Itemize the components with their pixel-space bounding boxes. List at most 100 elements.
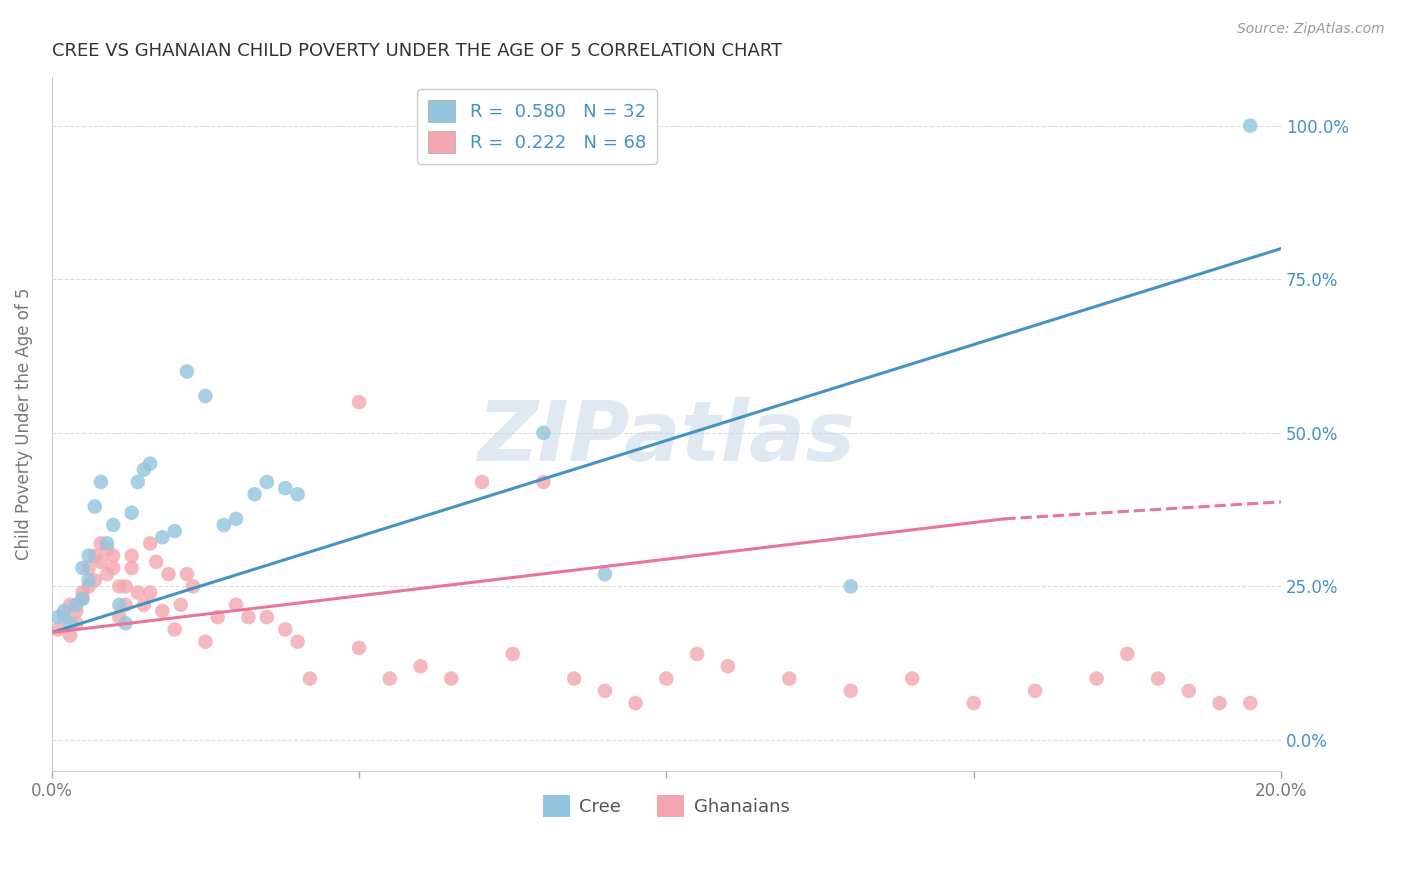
Point <box>1177 683 1199 698</box>
Point <box>59 616 82 631</box>
Point <box>238 610 260 624</box>
Point <box>502 647 524 661</box>
Point <box>347 640 370 655</box>
Point <box>170 598 193 612</box>
Point <box>256 610 278 624</box>
Point <box>686 647 709 661</box>
Point <box>378 672 401 686</box>
Point <box>139 457 162 471</box>
Point <box>77 561 100 575</box>
Text: CREE VS GHANAIAN CHILD POVERTY UNDER THE AGE OF 5 CORRELATION CHART: CREE VS GHANAIAN CHILD POVERTY UNDER THE… <box>52 42 782 60</box>
Point <box>287 487 309 501</box>
Point <box>163 524 186 538</box>
Point <box>114 579 136 593</box>
Point <box>212 518 235 533</box>
Point <box>108 579 131 593</box>
Point <box>139 585 162 599</box>
Point <box>593 683 616 698</box>
Point <box>108 610 131 624</box>
Point <box>347 395 370 409</box>
Point <box>139 536 162 550</box>
Point <box>96 567 118 582</box>
Point <box>65 604 87 618</box>
Text: ZIPatlas: ZIPatlas <box>478 397 855 478</box>
Point <box>96 536 118 550</box>
Point <box>176 364 198 378</box>
Point <box>150 530 173 544</box>
Point <box>83 549 105 563</box>
Point <box>65 616 87 631</box>
Point <box>274 481 297 495</box>
Point <box>1085 672 1108 686</box>
Point <box>194 389 217 403</box>
Point <box>839 579 862 593</box>
Point <box>59 629 82 643</box>
Point <box>83 500 105 514</box>
Point <box>1208 696 1230 710</box>
Point <box>1024 683 1046 698</box>
Point <box>409 659 432 673</box>
Point <box>176 567 198 582</box>
Point <box>103 549 125 563</box>
Point <box>1239 119 1261 133</box>
Point <box>46 610 69 624</box>
Point <box>163 623 186 637</box>
Point <box>562 672 585 686</box>
Point <box>114 616 136 631</box>
Point <box>72 561 94 575</box>
Point <box>77 574 100 588</box>
Point <box>243 487 266 501</box>
Text: Source: ZipAtlas.com: Source: ZipAtlas.com <box>1237 22 1385 37</box>
Point <box>157 567 180 582</box>
Point <box>533 475 555 489</box>
Point <box>83 574 105 588</box>
Point <box>65 598 87 612</box>
Point <box>72 591 94 606</box>
Point <box>1239 696 1261 710</box>
Point <box>132 463 155 477</box>
Point <box>207 610 229 624</box>
Point <box>1147 672 1170 686</box>
Point <box>127 585 149 599</box>
Point <box>225 512 247 526</box>
Point <box>901 672 924 686</box>
Point <box>225 598 247 612</box>
Point <box>72 585 94 599</box>
Point <box>72 591 94 606</box>
Point <box>121 561 143 575</box>
Point <box>127 475 149 489</box>
Point <box>839 683 862 698</box>
Point <box>53 604 76 618</box>
Point <box>59 598 82 612</box>
Point <box>132 598 155 612</box>
Point <box>274 623 297 637</box>
Point <box>624 696 647 710</box>
Point <box>121 506 143 520</box>
Point <box>778 672 800 686</box>
Point <box>96 542 118 557</box>
Point <box>1116 647 1139 661</box>
Point <box>471 475 494 489</box>
Y-axis label: Child Poverty Under the Age of 5: Child Poverty Under the Age of 5 <box>15 287 32 560</box>
Point <box>287 634 309 648</box>
Legend: Cree, Ghanaians: Cree, Ghanaians <box>536 788 797 824</box>
Point <box>90 536 112 550</box>
Point <box>194 634 217 648</box>
Point <box>256 475 278 489</box>
Point <box>108 598 131 612</box>
Point <box>145 555 167 569</box>
Point <box>46 623 69 637</box>
Point <box>593 567 616 582</box>
Point <box>77 579 100 593</box>
Point <box>103 561 125 575</box>
Point <box>77 549 100 563</box>
Point <box>655 672 678 686</box>
Point <box>103 518 125 533</box>
Point <box>298 672 321 686</box>
Point <box>533 425 555 440</box>
Point <box>114 598 136 612</box>
Point <box>440 672 463 686</box>
Point <box>181 579 204 593</box>
Point <box>90 555 112 569</box>
Point <box>717 659 740 673</box>
